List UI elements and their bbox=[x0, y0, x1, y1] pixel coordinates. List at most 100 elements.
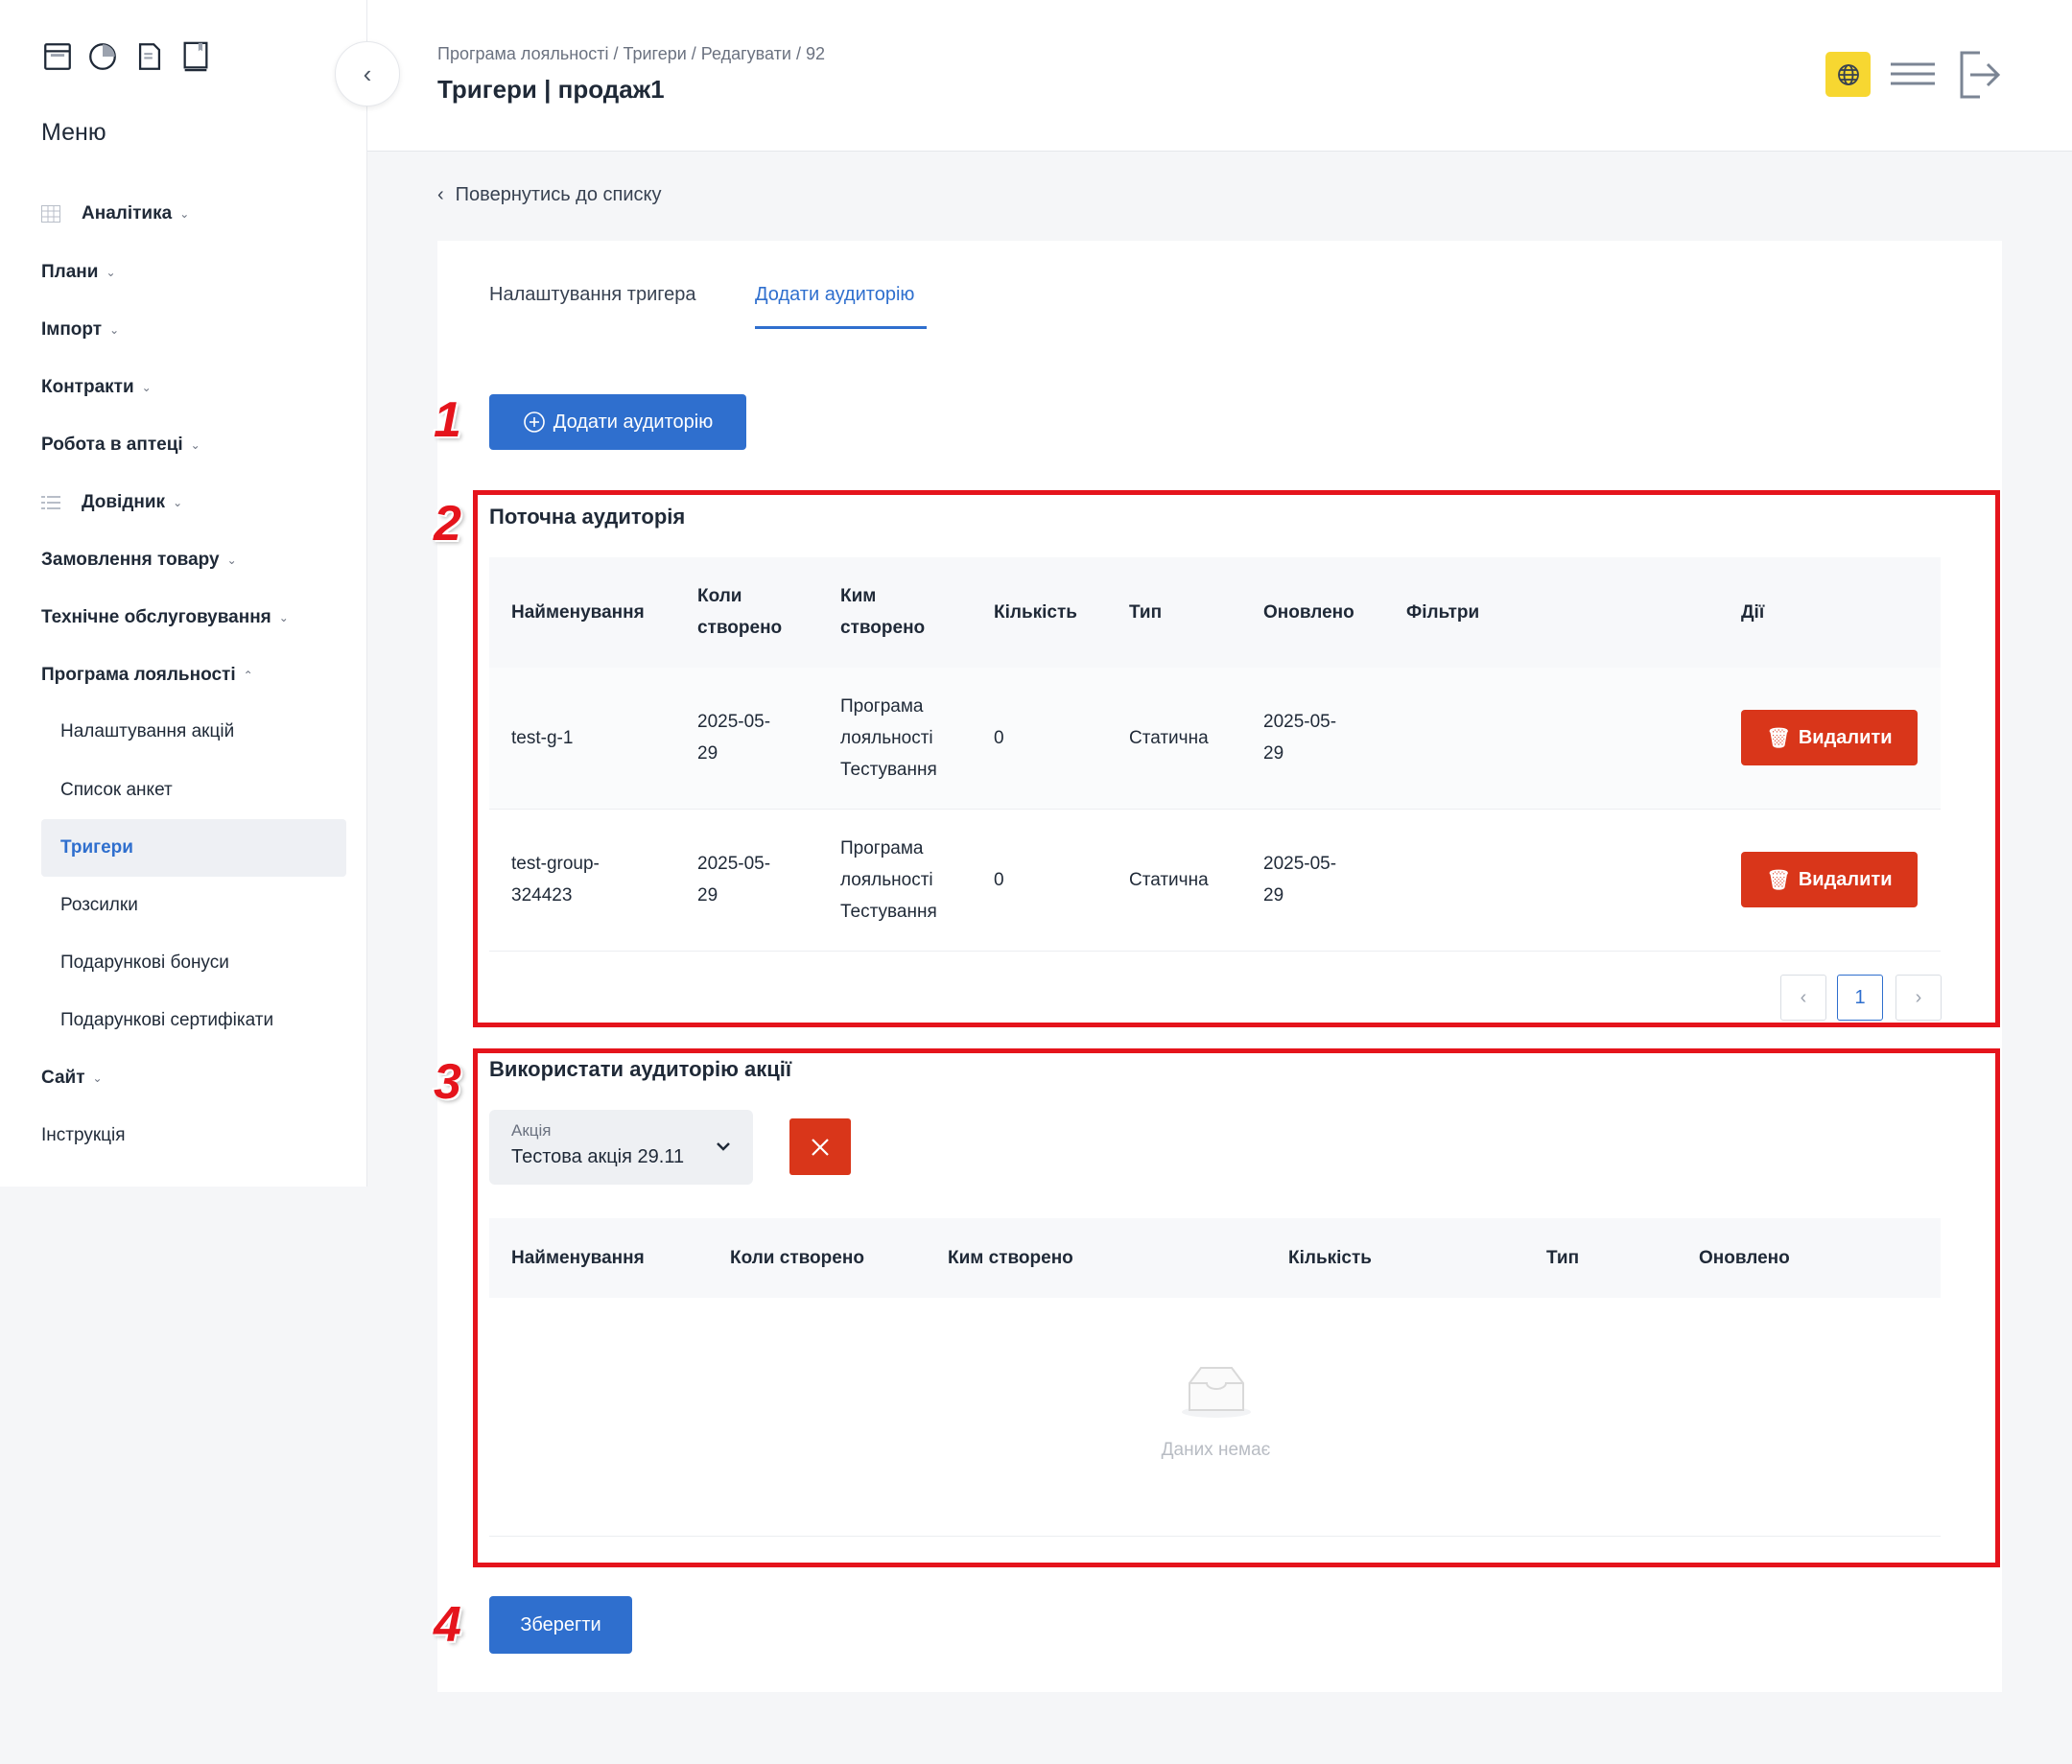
hamburger-menu-icon[interactable] bbox=[1891, 61, 1935, 86]
current-table-header bbox=[489, 557, 1941, 668]
chevron-down-icon: ⌄ bbox=[226, 553, 237, 567]
row-divider bbox=[489, 951, 1941, 952]
cell-type: Статична bbox=[1129, 728, 1209, 748]
label: Аналітика bbox=[82, 203, 173, 223]
label: Контракти bbox=[41, 377, 134, 397]
sidebar-subitem-mailings[interactable]: Розсилки bbox=[60, 895, 138, 915]
book-icon[interactable] bbox=[179, 40, 212, 73]
cell-count: 0 bbox=[994, 728, 1004, 748]
col-actions: Дії bbox=[1741, 602, 1765, 623]
active-tab-indicator bbox=[755, 326, 927, 329]
trash-icon: 🗑 bbox=[1766, 727, 1791, 749]
delete-label: Видалити bbox=[1798, 868, 1893, 890]
sidebar-item-maintenance[interactable]: Технічне обслуговування ⌄ bbox=[41, 603, 289, 632]
sidebar-item-import[interactable]: Імпорт ⌄ bbox=[41, 316, 119, 344]
annotation-1: 1 bbox=[434, 392, 461, 448]
cell-created-by: Програма лояльності Тестування bbox=[840, 838, 937, 922]
cell-created: 2025-05-29 bbox=[697, 712, 771, 764]
globe-icon bbox=[1837, 63, 1859, 85]
tab-trigger-settings[interactable]: Налаштування тригера bbox=[489, 284, 696, 305]
chevron-down-icon bbox=[717, 1142, 730, 1151]
chevron-left-icon: ‹ bbox=[437, 184, 444, 205]
sidebar-subitem-triggers[interactable]: Тригери bbox=[60, 837, 133, 858]
pagination-prev[interactable]: ‹ bbox=[1780, 975, 1826, 1021]
trash-icon: 🗑 bbox=[1766, 869, 1791, 891]
back-link-label: Повернутись до списку bbox=[455, 184, 662, 205]
add-audience-button[interactable]: Додати аудиторію bbox=[489, 394, 746, 450]
promo-select-label: Акція bbox=[511, 1121, 552, 1140]
pie-chart-icon[interactable] bbox=[86, 40, 119, 73]
pagination-page[interactable]: 1 bbox=[1837, 975, 1883, 1021]
use-table-header bbox=[489, 1218, 1941, 1298]
annotation-box-2 bbox=[473, 490, 2000, 1027]
col-name: Найменування bbox=[511, 602, 645, 623]
annotation-4: 4 bbox=[434, 1597, 461, 1653]
row-divider bbox=[489, 809, 1941, 810]
tab-add-audience[interactable]: Додати аудиторію bbox=[755, 284, 915, 305]
col-created-by: Ким створено bbox=[948, 1248, 1073, 1268]
back-to-list-link[interactable]: ‹ Повернутись до списку bbox=[437, 184, 662, 206]
annotation-2: 2 bbox=[434, 496, 461, 552]
sidebar-subitem-promo-settings[interactable]: Налаштування акцій bbox=[60, 721, 235, 741]
label: Довідник bbox=[82, 492, 166, 512]
sidebar-item-site[interactable]: Сайт ⌄ bbox=[41, 1064, 103, 1093]
chevron-down-icon: ⌄ bbox=[141, 381, 152, 394]
sidebar: Меню Аналітика ⌄ Плани ⌄ Імпорт ⌄ Контракти… bbox=[0, 0, 367, 1187]
label: Імпорт bbox=[41, 319, 103, 340]
col-count: Кількість bbox=[1288, 1248, 1372, 1268]
sidebar-item-contracts[interactable]: Контракти ⌄ bbox=[41, 373, 152, 402]
chevron-down-icon: ⌄ bbox=[106, 266, 116, 279]
grid-icon bbox=[41, 205, 60, 223]
sidebar-subitem-gift-certificates[interactable]: Подарункові сертифікати bbox=[60, 1010, 274, 1030]
language-button[interactable] bbox=[1825, 52, 1871, 97]
breadcrumb: Програма лояльності / Тригери / Редагува… bbox=[437, 44, 825, 63]
sidebar-item-pharmacy-work[interactable]: Робота в аптеці ⌄ bbox=[41, 431, 200, 459]
label: Замовлення товару bbox=[41, 550, 220, 570]
sidebar-subitem-gift-bonuses[interactable]: Подарункові бонуси bbox=[60, 953, 229, 973]
close-icon bbox=[812, 1138, 829, 1156]
sidebar-subitem-surveys[interactable]: Список анкет bbox=[60, 780, 173, 800]
sidebar-item-plans[interactable]: Плани ⌄ bbox=[41, 258, 116, 287]
active-item-highlight bbox=[41, 819, 346, 877]
col-updated: Оновлено bbox=[1699, 1248, 1790, 1268]
promo-select[interactable]: Акція Тестова акція 29.11 bbox=[489, 1110, 753, 1185]
sidebar-item-reference[interactable]: Довідник ⌄ bbox=[41, 488, 182, 517]
chevron-left-icon: ‹ bbox=[1800, 986, 1807, 1008]
chevron-left-icon: ‹ bbox=[363, 59, 372, 88]
sidebar-item-analytics[interactable]: Аналітика ⌄ bbox=[41, 200, 189, 228]
add-audience-label: Додати аудиторію bbox=[553, 411, 714, 433]
col-created: Коли створено bbox=[730, 1248, 864, 1268]
cell-created: 2025-05-29 bbox=[697, 854, 771, 906]
sidebar-item-loyalty[interactable]: Програма лояльності ⌃ bbox=[41, 661, 253, 690]
col-type: Тип bbox=[1546, 1248, 1580, 1268]
chevron-right-icon: › bbox=[1915, 986, 1922, 1008]
table-row bbox=[489, 668, 1941, 809]
label: Програма лояльності bbox=[41, 665, 236, 685]
col-type: Тип bbox=[1129, 602, 1163, 623]
table-bottom-divider bbox=[489, 1536, 1941, 1537]
delete-button[interactable]: 🗑 Видалити bbox=[1741, 852, 1918, 907]
label: Технічне обслуговування bbox=[41, 607, 271, 627]
collapse-sidebar-button[interactable]: ‹ bbox=[335, 41, 400, 106]
save-button[interactable]: Зберегти bbox=[489, 1596, 632, 1654]
sidebar-item-orders[interactable]: Замовлення товару ⌄ bbox=[41, 546, 237, 575]
col-name: Найменування bbox=[511, 1248, 645, 1268]
chevron-down-icon: ⌄ bbox=[278, 611, 289, 624]
archive-icon[interactable] bbox=[41, 40, 74, 73]
annotation-box-3 bbox=[473, 1048, 2000, 1567]
promo-select-value: Тестова акція 29.11 bbox=[511, 1146, 685, 1167]
annotation-3: 3 bbox=[434, 1054, 461, 1110]
document-icon[interactable] bbox=[133, 40, 166, 73]
col-created: Коли створено bbox=[697, 586, 783, 638]
col-updated: Оновлено bbox=[1263, 602, 1354, 623]
cell-count: 0 bbox=[994, 870, 1004, 890]
pagination-next[interactable]: › bbox=[1895, 975, 1942, 1021]
use-audience-title: Використати аудиторію акції bbox=[489, 1057, 792, 1081]
empty-state-text: Даних немає bbox=[1161, 1440, 1271, 1460]
cell-updated: 2025-05-29 bbox=[1263, 712, 1337, 764]
col-created-by: Ким створено bbox=[840, 586, 926, 638]
clear-select-button[interactable] bbox=[789, 1118, 851, 1175]
sidebar-item-instructions[interactable]: Інструкція bbox=[41, 1125, 126, 1145]
delete-button[interactable]: 🗑 Видалити bbox=[1741, 710, 1918, 765]
logout-icon[interactable] bbox=[1959, 51, 2001, 99]
